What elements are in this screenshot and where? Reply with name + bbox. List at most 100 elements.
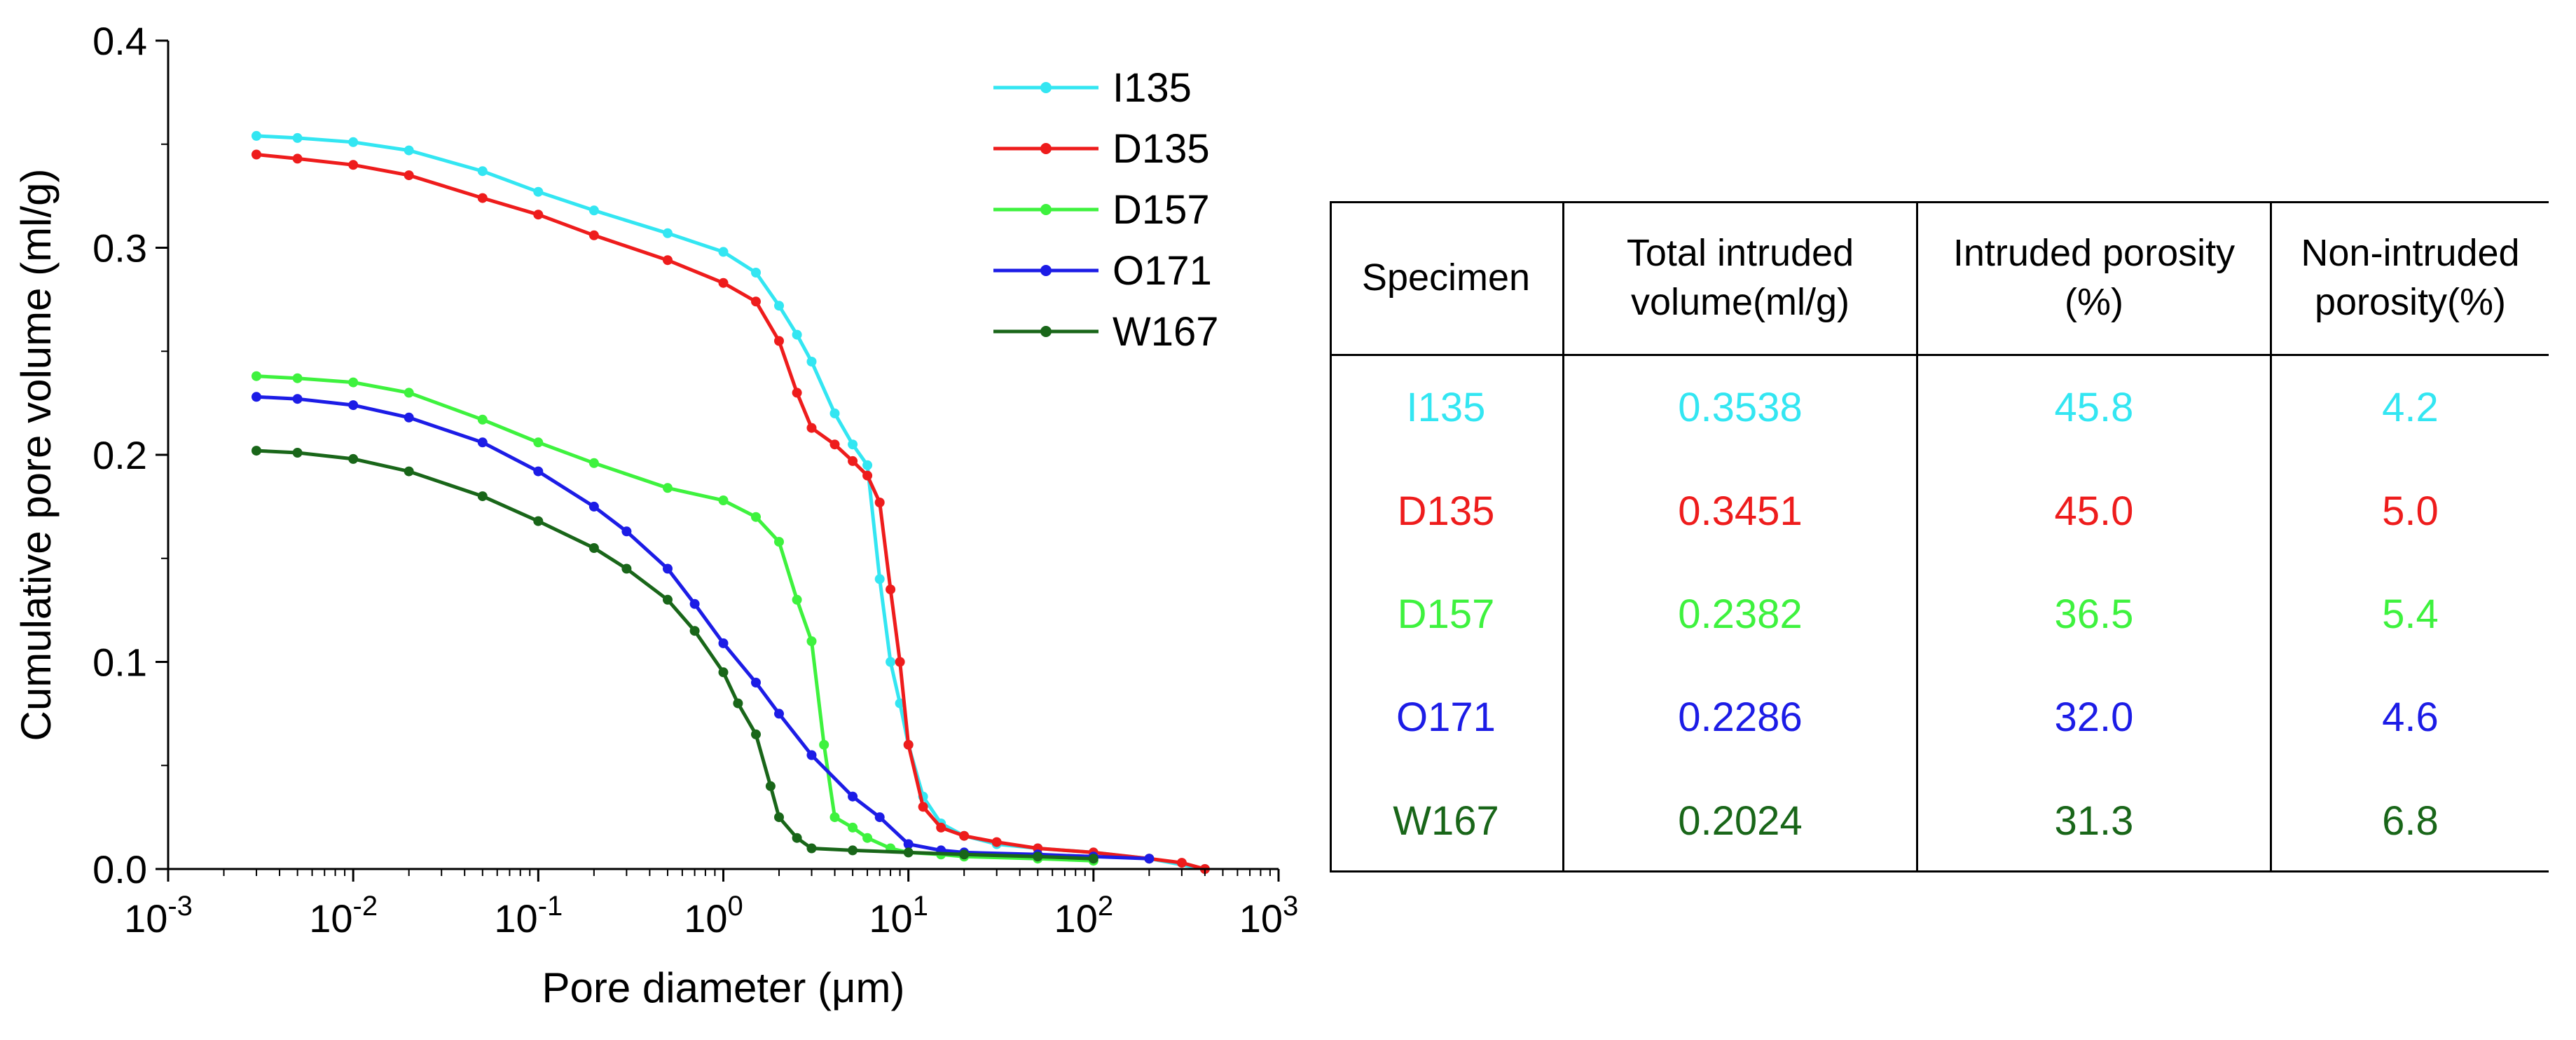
y-tick-label: 0.2	[92, 433, 147, 477]
x-tick-base: 10	[309, 896, 352, 940]
x-tick-exponent: -1	[538, 891, 563, 922]
data-point	[774, 537, 784, 547]
data-point	[903, 739, 914, 750]
header-line: Non-intruded	[2301, 231, 2520, 274]
legend-label: D157	[1113, 187, 1210, 233]
x-axis-title: Pore diameter (μm)	[542, 964, 904, 1011]
data-point	[621, 563, 632, 574]
data-point	[774, 301, 784, 311]
intruded-porosity-cell: 45.0	[1916, 459, 2271, 563]
legend-item-o171: O171	[993, 248, 1212, 294]
non-intruded-porosity-cell: 4.2	[2270, 355, 2549, 460]
x-tick-base: 10	[869, 896, 912, 940]
x-tick-label: 102	[1054, 891, 1114, 940]
x-tick-exponent: 3	[1283, 891, 1298, 922]
non-intruded-porosity-cell: 5.0	[2270, 459, 2549, 563]
intruded-porosity-cell: 31.3	[1916, 769, 2271, 873]
header-line: volume(ml/g)	[1630, 281, 1850, 323]
x-tick-label: 103	[1239, 891, 1299, 940]
data-point	[588, 458, 599, 468]
data-point	[774, 812, 784, 823]
y-tick-label: 0.1	[92, 641, 147, 685]
data-point	[874, 498, 885, 507]
legend-swatch-marker	[1040, 143, 1052, 154]
legend-label: W167	[1113, 309, 1219, 355]
x-tick-exponent: 2	[1098, 891, 1113, 922]
non-intruded-porosity-cell: 6.8	[2270, 769, 2549, 873]
series-d135	[252, 149, 1210, 874]
x-tick-label: 10-3	[124, 891, 193, 940]
data-point	[588, 543, 599, 553]
y-tick-label: 0.3	[92, 226, 147, 271]
x-tick-exponent: -2	[353, 891, 378, 922]
data-point	[348, 400, 359, 411]
data-point	[689, 626, 700, 636]
data-point	[874, 574, 885, 584]
data-point	[895, 657, 905, 667]
data-point	[848, 456, 858, 466]
data-point	[718, 278, 729, 288]
data-point	[918, 802, 928, 812]
series-o171	[252, 392, 1155, 864]
data-point	[718, 638, 729, 648]
data-point	[404, 145, 414, 156]
data-point	[718, 247, 729, 257]
porosity-table: Specimen Total intruded volume(ml/g) Int…	[1330, 201, 2549, 873]
legend-label: D135	[1113, 126, 1210, 172]
x-tick-base: 10	[1054, 896, 1098, 940]
legend-swatch-marker	[1040, 326, 1052, 337]
data-point	[848, 439, 858, 450]
data-point	[774, 709, 784, 719]
total-volume-cell: 0.2024	[1562, 769, 1917, 873]
data-point	[404, 170, 414, 181]
data-point	[862, 460, 873, 470]
data-point	[663, 255, 673, 266]
data-point	[1088, 854, 1098, 864]
data-point	[621, 526, 632, 537]
data-point	[848, 791, 858, 802]
x-tick-base: 10	[494, 896, 537, 940]
data-point	[588, 501, 599, 512]
data-point	[348, 377, 359, 388]
x-tick-exponent: -3	[167, 891, 193, 922]
table-header-row: Specimen Total intruded volume(ml/g) Int…	[1330, 201, 2549, 356]
data-point	[292, 394, 303, 404]
x-tick-exponent: 1	[913, 891, 928, 922]
header-line: porosity(%)	[2314, 281, 2507, 323]
data-point	[348, 160, 359, 170]
header-total-intruded-volume: Total intruded volume(ml/g)	[1562, 201, 1917, 356]
data-point	[959, 849, 970, 860]
series-line-d135	[256, 153, 1206, 871]
x-tick-label: 101	[869, 891, 928, 940]
series-w167	[252, 446, 1098, 864]
data-point	[751, 268, 761, 278]
data-point	[533, 437, 544, 448]
data-point	[848, 822, 858, 833]
data-point	[404, 412, 414, 423]
legend-swatch-marker	[1040, 82, 1052, 93]
table-row: D157 0.2382 36.5 5.4	[1330, 562, 2549, 666]
table-row: W167 0.2024 31.3 6.8	[1330, 769, 2549, 873]
data-point	[404, 388, 414, 398]
data-point	[733, 698, 743, 709]
data-point	[663, 563, 673, 574]
series-line-w167	[256, 449, 1094, 861]
legend-item-w167: W167	[993, 309, 1219, 355]
data-point	[829, 439, 840, 450]
data-point	[1176, 858, 1187, 868]
header-non-intruded-porosity: Non-intruded porosity(%)	[2270, 201, 2549, 356]
header-line: Specimen	[1361, 256, 1531, 299]
total-volume-cell: 0.2286	[1562, 666, 1917, 769]
series-line-d157	[256, 374, 1094, 863]
data-point	[718, 667, 729, 678]
data-point	[533, 516, 544, 526]
data-point	[792, 388, 802, 398]
data-point	[903, 839, 914, 849]
specimen-cell: W167	[1393, 798, 1499, 844]
header-intruded-porosity: Intruded porosity (%)	[1916, 201, 2271, 356]
x-tick-label: 100	[684, 891, 743, 940]
specimen-cell: D135	[1397, 488, 1495, 534]
data-point	[1144, 854, 1155, 864]
legend-item-d135: D135	[993, 126, 1210, 172]
data-point	[792, 594, 802, 605]
